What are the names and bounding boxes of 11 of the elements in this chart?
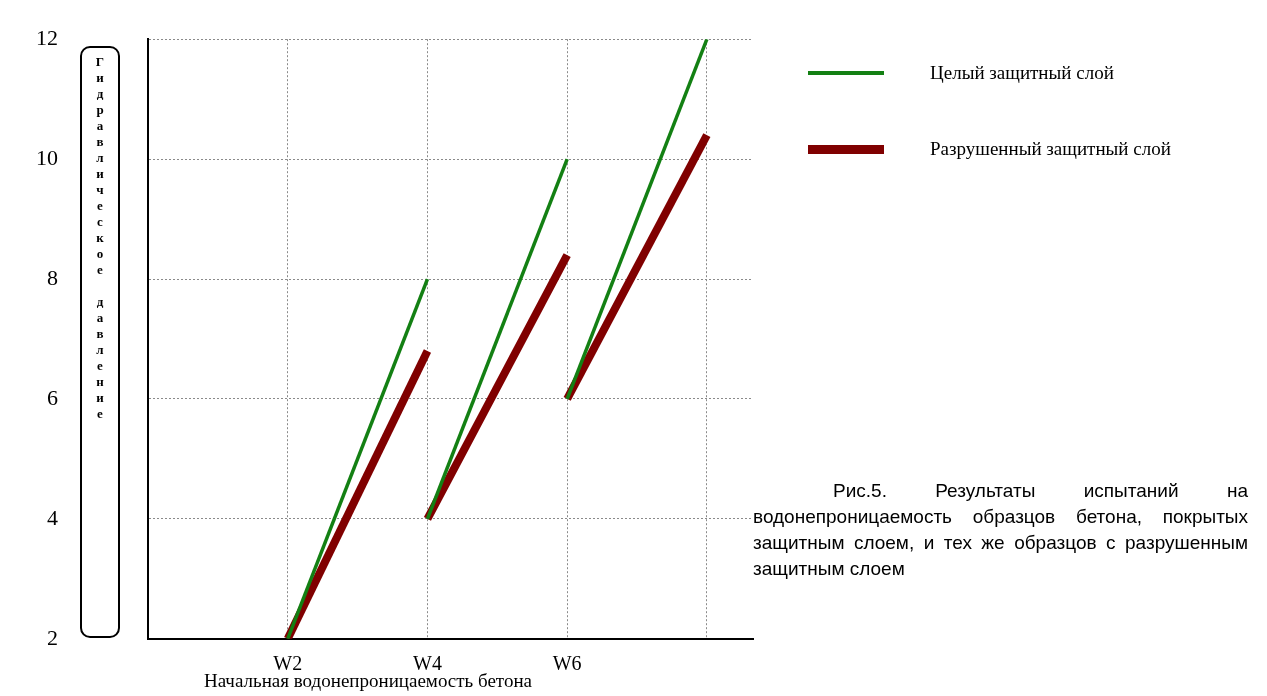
y-tick-label: 8 bbox=[47, 264, 58, 290]
y-tick-label: 12 bbox=[36, 24, 58, 50]
y-tick-label: 4 bbox=[47, 504, 58, 530]
x-tick-label: W6 bbox=[552, 652, 582, 675]
y-tick-label: 10 bbox=[36, 144, 58, 170]
text: Разрушенный защитный слой bbox=[930, 138, 1171, 160]
text: Целый защитный слой bbox=[930, 62, 1114, 84]
y-tick-label: 6 bbox=[47, 384, 58, 410]
y-tick-label: 2 bbox=[47, 624, 58, 650]
annotation: Рис.5. Результаты испытаний на водонепроницаемость образцов бетона, покрытых защитным слоем, и тех же образцов с разрушенным защитным слоем bbox=[753, 479, 1248, 581]
y-axis-title: Гидравлическое давление bbox=[92, 54, 108, 422]
